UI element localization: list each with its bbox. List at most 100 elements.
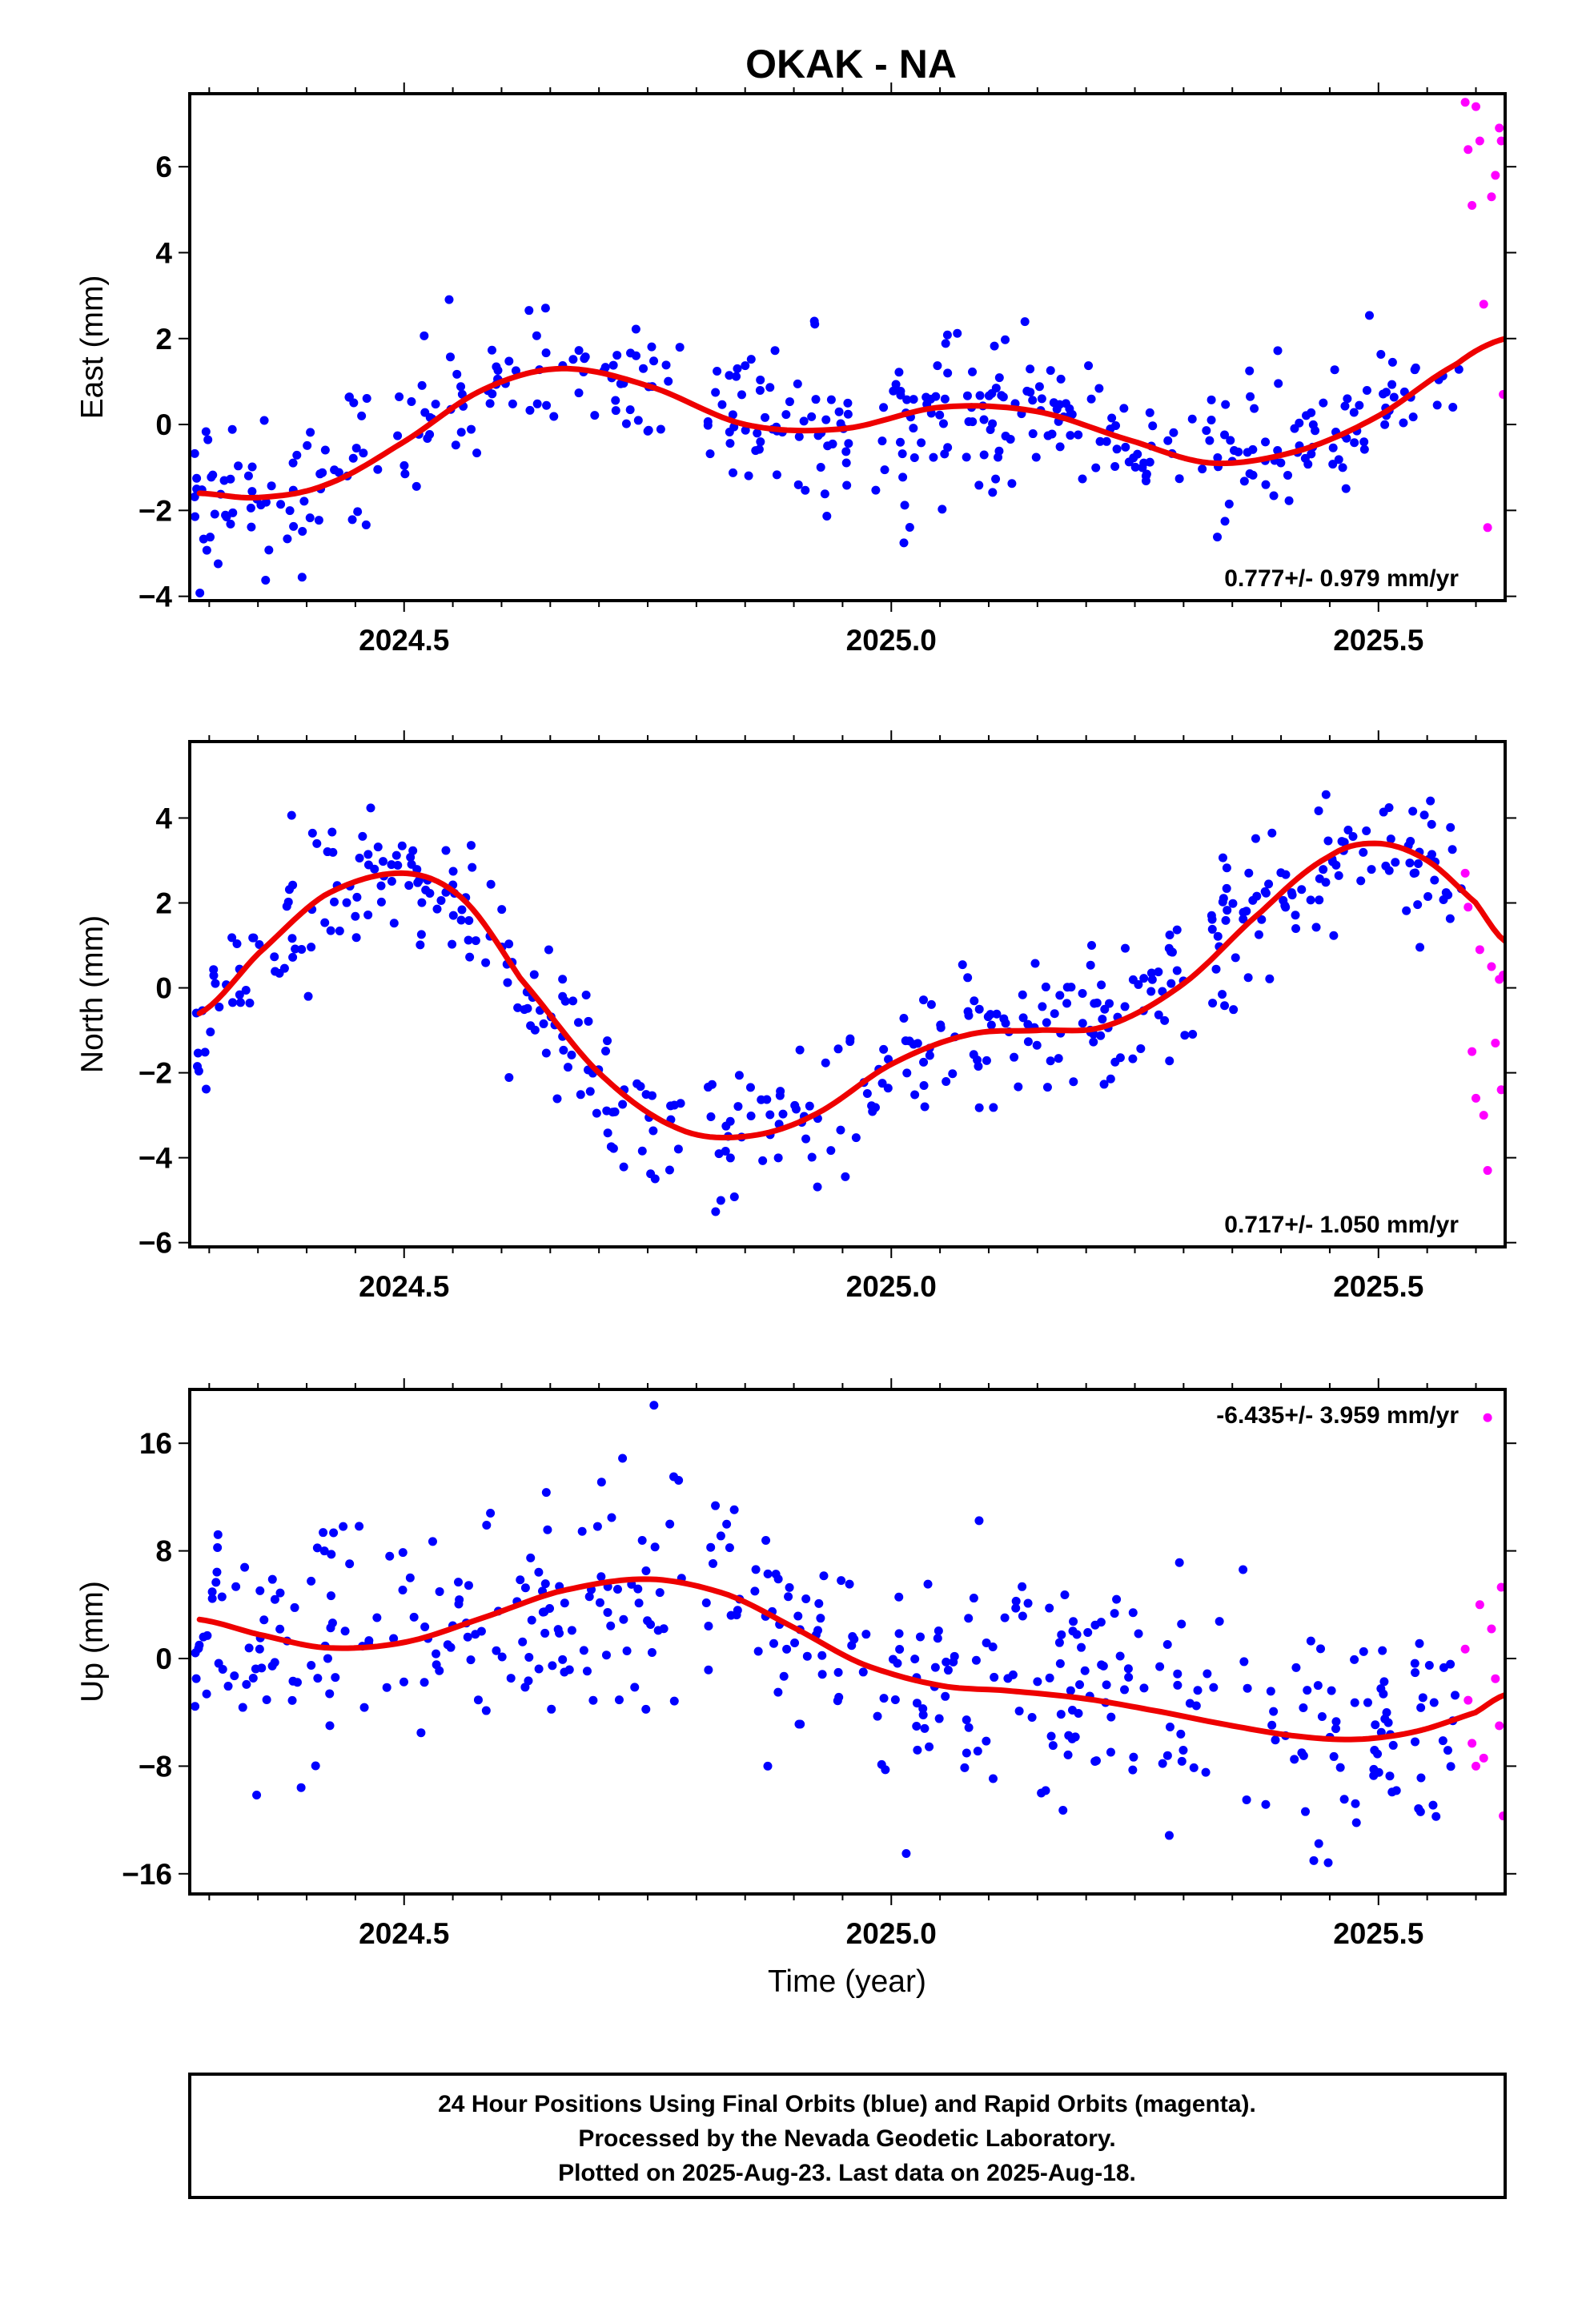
rapid-orbit-point (1460, 1644, 1470, 1654)
final-orbit-point (457, 905, 467, 915)
final-orbit-point (238, 1703, 247, 1712)
final-orbit-point (1128, 1765, 1138, 1775)
final-orbit-point (232, 939, 242, 948)
final-orbit-point (558, 1655, 568, 1664)
final-orbit-point (776, 1087, 785, 1096)
final-orbit-point (1327, 1686, 1336, 1695)
final-orbit-point (202, 1689, 211, 1699)
final-orbit-point (606, 1621, 616, 1630)
panel-east: 2024.5 2025.0 2025.5 −4 −2 0 2 4 6 East (mm) 0.777… (75, 82, 1516, 657)
final-orbit-point (327, 1550, 336, 1559)
final-orbit-point (397, 841, 407, 850)
final-orbit-point (923, 1579, 933, 1589)
final-orbit-point (1213, 931, 1223, 941)
final-orbit-point (807, 1152, 817, 1162)
final-orbit-point (807, 412, 817, 421)
final-orbit-point (894, 368, 904, 377)
rapid-orbit-point (1460, 98, 1470, 107)
final-orbit-point (763, 1569, 773, 1578)
final-orbit-point (612, 1584, 622, 1594)
final-orbit-point (585, 1087, 595, 1096)
final-orbit-point (1107, 413, 1117, 423)
final-orbit-point (1134, 979, 1143, 989)
rapid-orbit-point (1496, 1582, 1505, 1592)
final-orbit-point (230, 1671, 239, 1681)
final-orbit-point (539, 1019, 548, 1028)
final-orbit-point (1239, 1657, 1249, 1667)
final-orbit-point (841, 458, 851, 468)
final-orbit-point (1174, 1558, 1184, 1567)
final-orbit-point (276, 500, 286, 509)
final-orbit-point (1299, 1751, 1308, 1760)
final-orbit-point (1339, 838, 1349, 847)
final-orbit-point (1299, 1703, 1308, 1712)
final-orbit-point (359, 448, 368, 458)
final-orbit-point (773, 1574, 783, 1584)
final-orbit-point (709, 1558, 718, 1568)
final-orbit-point (234, 461, 243, 471)
final-orbit-point (275, 968, 284, 978)
final-orbit-point (1014, 1707, 1024, 1716)
final-orbit-point (611, 396, 620, 405)
final-orbit-point (285, 506, 295, 516)
final-orbit-point (1413, 858, 1423, 868)
final-orbit-point (1291, 911, 1300, 920)
final-orbit-point (933, 361, 942, 371)
final-orbit-point (248, 933, 258, 943)
final-orbit-point (1201, 1767, 1211, 1777)
final-orbit-point (799, 416, 809, 426)
final-orbit-point (940, 394, 950, 404)
final-orbit-point (1334, 455, 1343, 464)
final-orbit-point (1001, 432, 1010, 441)
final-orbit-point (1261, 1799, 1271, 1809)
final-orbit-point (1438, 1736, 1447, 1746)
final-orbit-point (1110, 461, 1120, 471)
final-orbit-point (705, 449, 715, 459)
final-orbit-point (288, 458, 298, 468)
final-orbit-point (861, 1630, 871, 1639)
final-orbit-point (503, 978, 512, 987)
final-orbit-point (1066, 1686, 1075, 1695)
final-orbit-point (453, 1578, 463, 1587)
footer-box: 24 Hour Positions Using Final Orbits (bl… (188, 2073, 1507, 2199)
final-orbit-point (287, 810, 296, 820)
final-orbit-point (1111, 421, 1121, 431)
final-orbit-point (1010, 1052, 1019, 1062)
final-orbit-point (1177, 1619, 1186, 1629)
final-orbit-point (577, 1526, 587, 1536)
final-orbit-point (873, 1711, 882, 1721)
final-orbit-point (584, 1016, 593, 1026)
final-orbit-point (361, 520, 371, 529)
final-orbit-point (770, 346, 780, 356)
final-orbit-point (1432, 400, 1442, 410)
final-orbit-point (1209, 1683, 1219, 1692)
rapid-orbit-point (1479, 1753, 1488, 1763)
final-orbit-point (1243, 973, 1253, 983)
final-orbit-point (986, 1020, 996, 1030)
final-orbit-point (1094, 384, 1104, 393)
final-orbit-point (1097, 980, 1106, 990)
panels-group: 2024.5 2025.0 2025.5 −4 −2 0 2 4 6 East (mm) 0.777… (75, 82, 1516, 1999)
final-orbit-point (942, 1657, 951, 1667)
final-orbit-point (1222, 863, 1231, 873)
final-orbit-point (1099, 1080, 1109, 1089)
final-orbit-point (548, 1661, 557, 1671)
final-orbit-point (1379, 1689, 1388, 1699)
rapid-orbit-point (1464, 1695, 1473, 1705)
final-orbit-point (1387, 1787, 1397, 1797)
final-orbit-point (647, 342, 656, 352)
final-orbit-point (761, 1536, 771, 1546)
footer-line-2: Processed by the Nevada Geodetic Laborat… (578, 2125, 1115, 2152)
final-orbit-point (264, 545, 274, 555)
final-orbit-point (1321, 878, 1331, 887)
final-orbit-point (559, 1045, 568, 1055)
final-orbit-point (1338, 463, 1347, 472)
final-orbit-point (359, 1703, 369, 1712)
final-orbit-point (992, 1009, 1002, 1019)
rapid-orbit-point (1491, 1038, 1500, 1047)
final-orbit-point (282, 902, 291, 911)
fit-curve (196, 336, 1505, 501)
final-orbit-point (1027, 1713, 1037, 1723)
final-orbit-point (1172, 966, 1182, 975)
final-orbit-point (1045, 1603, 1054, 1613)
